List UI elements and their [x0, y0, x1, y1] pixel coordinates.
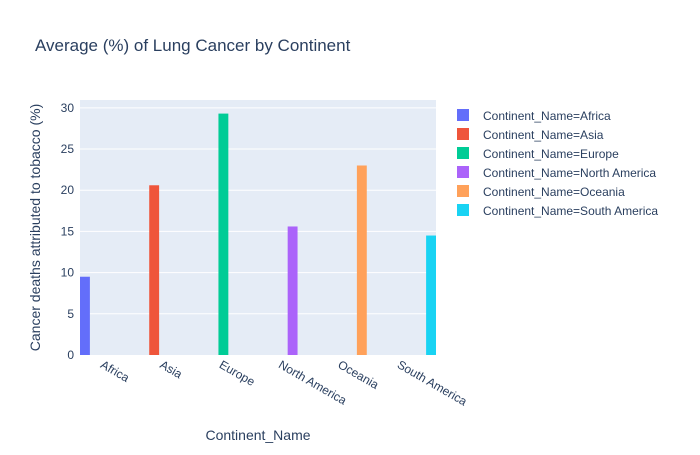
bar-south-america	[426, 235, 436, 355]
legend-item: Continent_Name=Asia	[457, 128, 604, 142]
bar-africa	[80, 276, 90, 355]
legend-label: Continent_Name=Oceania	[483, 185, 625, 199]
y-axis-ticks: 0 5 10 15 20 25 30	[61, 101, 75, 362]
legend: Continent_Name=Africa Continent_Name=Asia…	[457, 109, 658, 218]
legend-label: Continent_Name=North America	[483, 166, 656, 180]
x-tick-label: South America	[395, 357, 470, 408]
chart-title: Average (%) of Lung Cancer by Continent	[35, 36, 351, 55]
legend-swatch	[457, 185, 469, 197]
y-tick-label: 5	[67, 307, 74, 321]
legend-swatch	[457, 128, 469, 140]
x-tick-label: Asia	[158, 357, 185, 381]
x-axis-label: Continent_Name	[205, 427, 310, 443]
y-tick-label: 0	[67, 348, 74, 362]
bar-oceania	[356, 165, 367, 355]
plot-area	[80, 100, 436, 355]
legend-swatch	[457, 204, 469, 216]
bar-north-america	[287, 226, 298, 355]
y-tick-label: 30	[61, 101, 75, 115]
y-tick-label: 25	[61, 142, 75, 156]
bar-asia	[149, 185, 160, 355]
legend-item: Continent_Name=Europe	[457, 147, 619, 161]
y-tick-label: 10	[61, 266, 75, 280]
legend-swatch	[457, 147, 469, 159]
legend-label: Continent_Name=Africa	[483, 109, 611, 123]
bar-europe	[218, 113, 229, 355]
y-tick-label: 20	[61, 183, 75, 197]
x-tick-label: Oceania	[336, 357, 382, 392]
y-tick-label: 15	[61, 224, 75, 238]
x-tick-label: Europe	[217, 357, 258, 389]
gridlines	[80, 107, 436, 315]
bars	[80, 113, 436, 355]
legend-label: Continent_Name=Asia	[483, 128, 604, 142]
legend-item: Continent_Name=Oceania	[457, 185, 625, 199]
legend-item: Continent_Name=North America	[457, 166, 656, 180]
legend-item: Continent_Name=South America	[457, 204, 658, 218]
legend-label: Continent_Name=South America	[483, 204, 658, 218]
y-axis-label: Cancer deaths attributed to tobacco (%)	[27, 104, 43, 351]
x-tick-label: Africa	[98, 357, 132, 385]
legend-swatch	[457, 109, 469, 121]
legend-label: Continent_Name=Europe	[483, 147, 619, 161]
legend-item: Continent_Name=Africa	[457, 109, 611, 123]
legend-swatch	[457, 166, 469, 178]
